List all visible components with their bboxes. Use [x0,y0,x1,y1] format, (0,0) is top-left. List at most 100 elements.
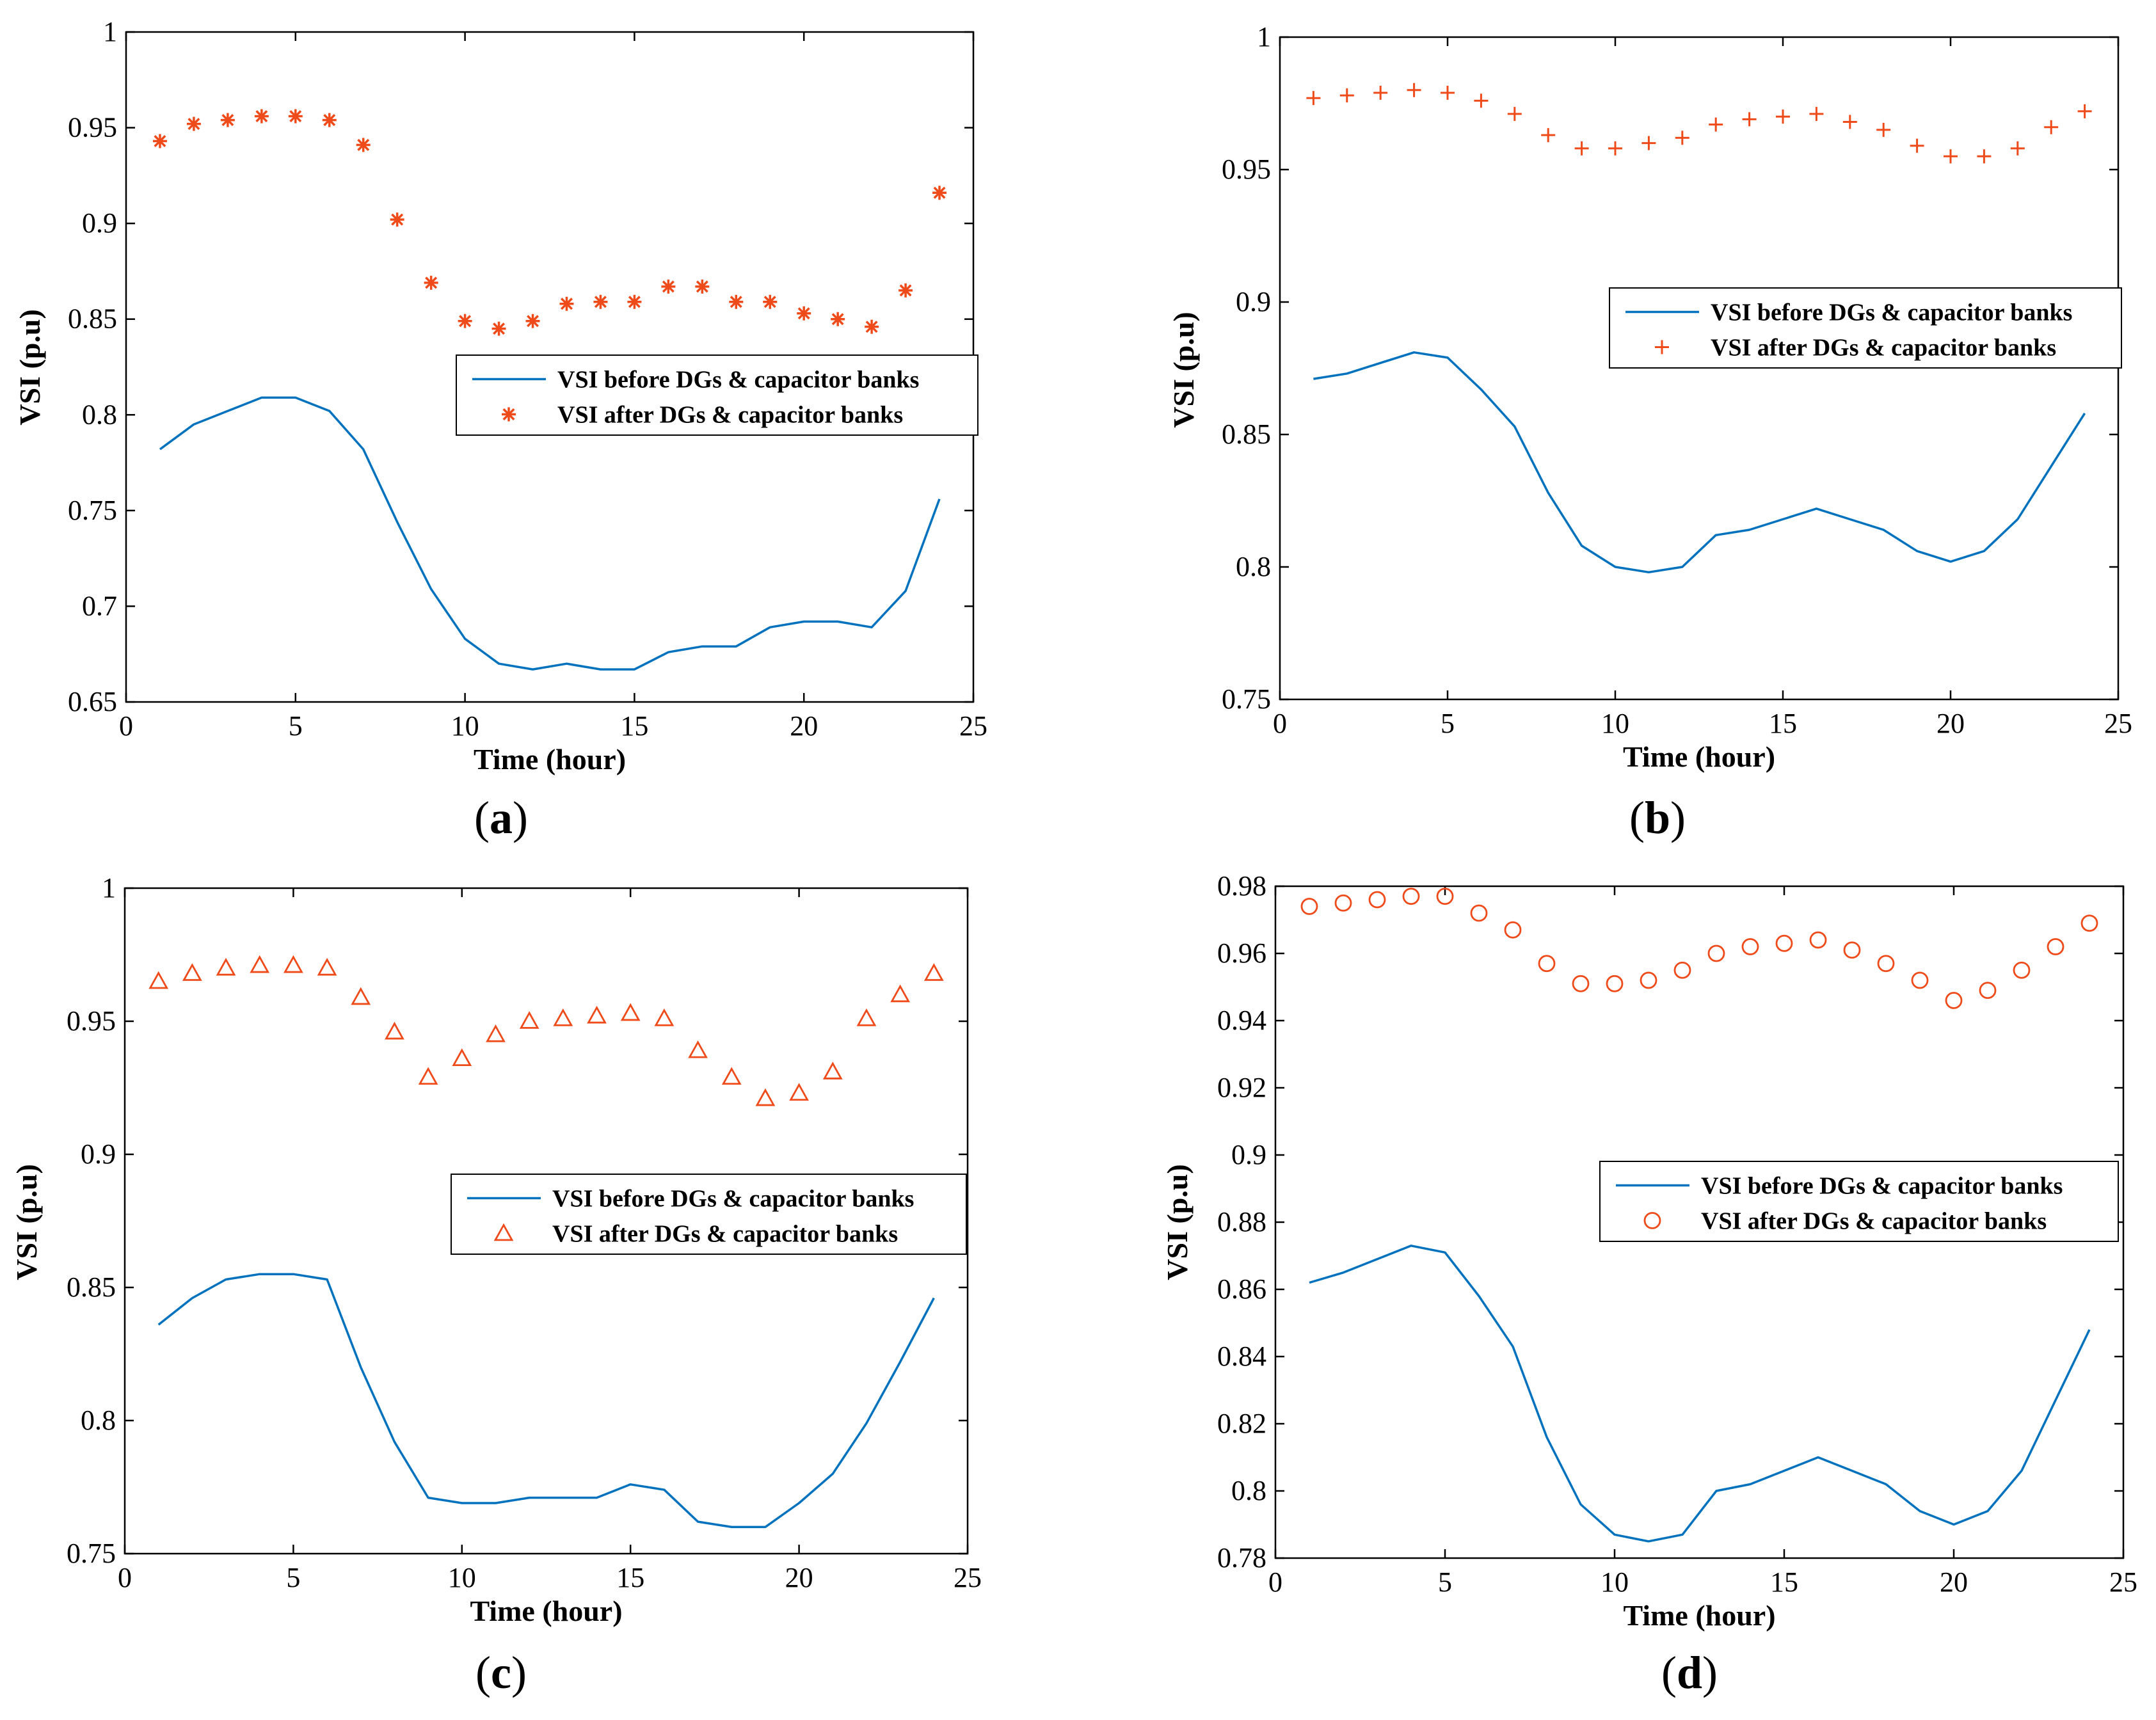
legend: VSI before DGs & capacitor banks VSI afte… [1609,287,2122,369]
y-tick-label: 0.78 [1217,1542,1266,1573]
data-point-after [1977,149,1992,164]
data-point-after [385,1021,404,1040]
x-axis-label: Time (hour) [470,1595,622,1627]
legend-box [451,1174,967,1255]
y-tick-label: 0.8 [82,399,117,430]
data-point-after [1541,128,1556,143]
data-point-after [661,279,676,294]
chart-panel-b: 0 5 10 15 20 25 0.75 0.8 0.85 0.9 0.95 1 Time (hour)… [1167,21,2132,843]
data-point-after [491,321,506,336]
data-point-after [721,1067,742,1085]
legend-label-after: VSI after DGs & capacitor banks [552,1221,898,1248]
data-point-after [923,963,944,981]
y-tick-label: 0.8 [1236,551,1271,582]
data-point-after [1776,109,1790,124]
data-point-after [1707,944,1725,962]
data-point-after [1809,931,1827,949]
caption-close-paren: ) [1702,1647,1718,1698]
data-point-after [1709,117,1723,132]
x-tick-label: 10 [1601,708,1629,739]
x-tick-label: 20 [790,710,818,742]
series-line-before [1309,1245,2091,1543]
y-tick-label: 0.9 [82,207,117,239]
data-point-after [763,294,778,309]
y-tick-label: 0.75 [68,495,117,526]
legend-label-before: VSI before DGs & capacitor banks [557,367,919,394]
caption-open-paren: ( [1629,792,1645,843]
data-point-after [452,1048,472,1067]
data-point-after [182,963,202,981]
x-tick-label: 15 [1769,708,1797,739]
data-point-after [1675,131,1689,145]
data-point-after [1504,921,1522,939]
panel-caption: (c) [475,1647,527,1698]
panel-caption: (b) [1629,792,1686,843]
data-point-after [1300,898,1318,915]
data-point-after [1507,107,1522,122]
data-point-after [1402,888,1420,905]
y-tick-label: 1 [103,16,117,47]
x-tick-label: 25 [959,710,987,742]
y-tick-label: 0.96 [1217,937,1266,969]
caption-letter: c [491,1647,511,1698]
x-axis-label: Time (hour) [1623,1599,1775,1632]
legend-marker-swatch [502,407,516,422]
legend: VSI before DGs & capacitor banks VSI afte… [456,354,978,436]
legend-marker-swatch [1643,1212,1661,1229]
y-tick-label: 1 [1257,21,1271,52]
data-point-after [729,294,744,309]
caption-close-paren: ) [513,792,528,843]
x-tick-label: 15 [620,710,648,742]
caption-open-paren: ( [475,1647,491,1698]
chart-panel-d: 0 5 10 15 20 25 0.78 0.8 0.82 0.84 0.86 0.88 0.9 0.92… [1161,870,2137,1698]
y-tick-label: 0.8 [81,1405,116,1436]
data-point-after [1842,115,1857,129]
legend-label-before: VSI before DGs & capacitor banks [1701,1173,2063,1200]
legend: VSI before DGs & capacitor banks VSI afte… [1599,1161,2119,1242]
data-point-after [1775,934,1793,952]
data-point-after [797,306,811,321]
legend-box [1599,1161,2119,1242]
x-tick-label: 5 [1441,708,1455,739]
data-point-after [1910,138,1924,153]
x-axis-label: Time (hour) [1623,740,1775,773]
data-point-after [831,312,845,326]
data-point-after [458,314,472,328]
data-point-after [627,294,642,309]
data-point-after [1407,83,1421,97]
data-point-after [418,1067,438,1085]
data-point-after [390,212,404,227]
y-tick-label: 0.94 [1217,1005,1266,1036]
x-tick-label: 10 [1601,1566,1629,1598]
y-axis-label: VSI (p.u) [1167,312,1200,428]
y-axis-label: VSI (p.u) [1161,1164,1194,1280]
legend-box [1609,287,2122,369]
y-tick-label: 0.85 [68,303,117,335]
data-point-after [1608,141,1622,155]
data-point-after [695,279,710,294]
data-point-after [2010,141,2025,155]
legend-label-after: VSI after DGs & capacitor banks [1711,335,2056,362]
y-axis-label: VSI (p.u) [10,1164,43,1280]
data-point-after [932,186,947,200]
data-point-after [856,1008,877,1026]
data-point-after [317,957,337,976]
data-point-after [186,116,201,131]
data-point-after [2080,914,2098,932]
caption-open-paren: ( [1661,1647,1677,1698]
data-point-after [1373,85,1388,100]
y-tick-label: 0.84 [1217,1341,1266,1372]
x-axis-label: Time (hour) [474,743,626,776]
y-tick-label: 0.9 [81,1138,116,1170]
x-tick-label: 10 [448,1562,476,1593]
data-point-after [1911,971,1929,989]
caption-close-paren: ) [511,1647,527,1698]
y-tick-label: 0.82 [1217,1408,1266,1439]
data-point-after [1809,107,1824,122]
data-point-after [755,1088,776,1106]
y-tick-label: 0.75 [67,1538,116,1569]
x-tick-label: 20 [1936,708,1965,739]
data-point-after [1640,971,1657,989]
legend-marker-swatch [493,1223,514,1241]
